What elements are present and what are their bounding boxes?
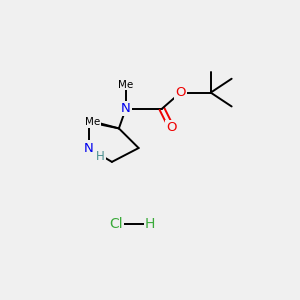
- Text: Cl: Cl: [110, 217, 123, 231]
- Text: O: O: [166, 121, 176, 134]
- Text: Me: Me: [118, 80, 134, 89]
- Text: Me: Me: [85, 117, 100, 127]
- Text: H: H: [145, 217, 155, 231]
- Text: N: N: [121, 102, 131, 115]
- Text: N: N: [84, 142, 94, 154]
- Text: H: H: [96, 150, 105, 163]
- Text: O: O: [175, 86, 186, 99]
